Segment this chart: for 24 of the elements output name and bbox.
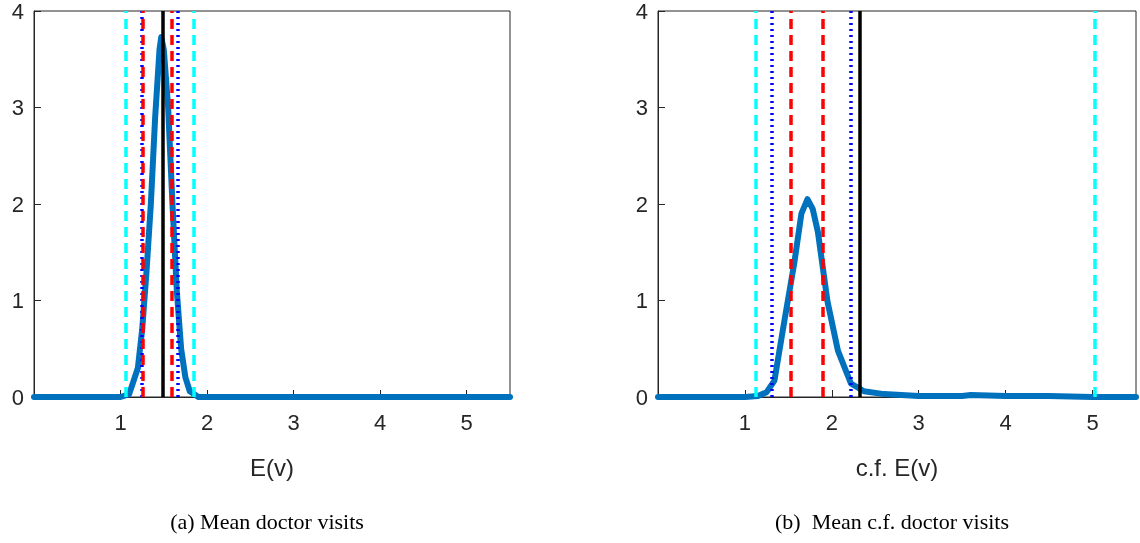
- text: (a) Mean doctor visits: [170, 508, 364, 534]
- y-tick-label: 4: [11, 0, 24, 24]
- x-tick-label: 2: [200, 409, 214, 435]
- x-tick-label: 4: [374, 409, 387, 435]
- y-tick-label: 1: [635, 288, 648, 313]
- x-tick-label: 2: [825, 409, 838, 435]
- y-tick-label: 4: [635, 0, 648, 24]
- x-tick-label: 1: [114, 409, 127, 435]
- x-tick-label: 5: [1086, 409, 1099, 435]
- y-tick-label: 3: [635, 95, 648, 120]
- x-tick-label: 4: [999, 409, 1012, 435]
- x-axis-title: c.f. E(v): [855, 453, 939, 481]
- y-tick-label: 2: [635, 191, 648, 217]
- y-tick-label: 0: [635, 384, 648, 410]
- x-tick-label: 1: [738, 409, 752, 435]
- x-tick-label: 3: [287, 409, 300, 435]
- y-tick-label: 0: [11, 384, 24, 410]
- y-tick-label: 1: [11, 288, 24, 313]
- y-tick-label: 3: [11, 95, 24, 120]
- y-tick-label: 2: [11, 191, 24, 217]
- x-tick-label: 5: [460, 409, 473, 435]
- x-axis-title: E(v): [250, 453, 294, 481]
- x-tick-label: 3: [912, 409, 925, 435]
- text: (b) Mean c.f. doctor visits: [775, 508, 1009, 534]
